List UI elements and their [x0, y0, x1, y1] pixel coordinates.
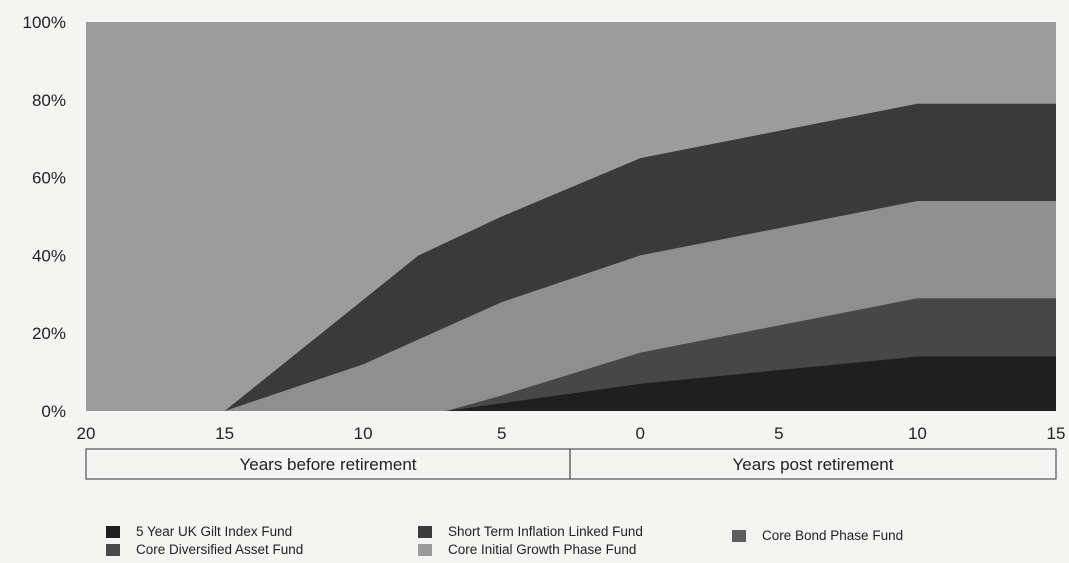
legend-item-growth: Core Initial Growth Phase Fund	[418, 542, 636, 557]
legend-swatch	[732, 529, 746, 542]
legend-label: Short Term Inflation Linked Fund	[448, 524, 643, 539]
x-axis-ticks: 20 15 10 5 0 5 10 15	[77, 424, 1066, 443]
y-tick-label: 0%	[41, 402, 66, 421]
y-tick-label: 20%	[32, 324, 66, 343]
x-tick-label: 5	[774, 424, 783, 443]
area-5-year-uk-gilt-index-fund	[86, 356, 1056, 411]
legend-swatch	[418, 543, 432, 556]
group-box-after	[569, 448, 1057, 480]
y-axis-ticks: 0% 20% 40% 60% 80% 100%	[23, 13, 66, 421]
x-tick-label: 15	[215, 424, 234, 443]
legend-item-inflation: Short Term Inflation Linked Fund	[418, 524, 643, 539]
legend-swatch	[106, 525, 120, 538]
legend: 5 Year UK Gilt Index Fund Core Diversifi…	[100, 520, 1000, 560]
legend-swatch	[418, 525, 432, 538]
legend-label: Core Bond Phase Fund	[762, 528, 904, 543]
area-layers	[86, 22, 1056, 411]
legend-label: Core Initial Growth Phase Fund	[448, 542, 637, 557]
legend-swatch	[106, 543, 120, 556]
legend-item-diversified: Core Diversified Asset Fund	[106, 542, 303, 557]
y-tick-label: 100%	[23, 13, 66, 32]
x-tick-label: 10	[908, 424, 927, 443]
legend-label: 5 Year UK Gilt Index Fund	[136, 524, 293, 539]
group-label-after: Years post retirement	[733, 455, 894, 474]
legend-label: Core Diversified Asset Fund	[136, 542, 304, 557]
group-label-before: Years before retirement	[239, 455, 416, 474]
legend-item-bond: Core Bond Phase Fund	[732, 528, 903, 543]
x-group-boxes: Years before retirement Years post retir…	[85, 448, 1057, 480]
legend-item-gilt: 5 Year UK Gilt Index Fund	[106, 524, 292, 539]
y-tick-label: 80%	[32, 91, 66, 110]
x-tick-label: 5	[497, 424, 506, 443]
x-tick-label: 20	[77, 424, 96, 443]
x-tick-label: 15	[1047, 424, 1066, 443]
y-tick-label: 40%	[32, 246, 66, 265]
x-tick-label: 10	[354, 424, 373, 443]
y-tick-label: 60%	[32, 169, 66, 188]
x-tick-label: 0	[636, 424, 645, 443]
